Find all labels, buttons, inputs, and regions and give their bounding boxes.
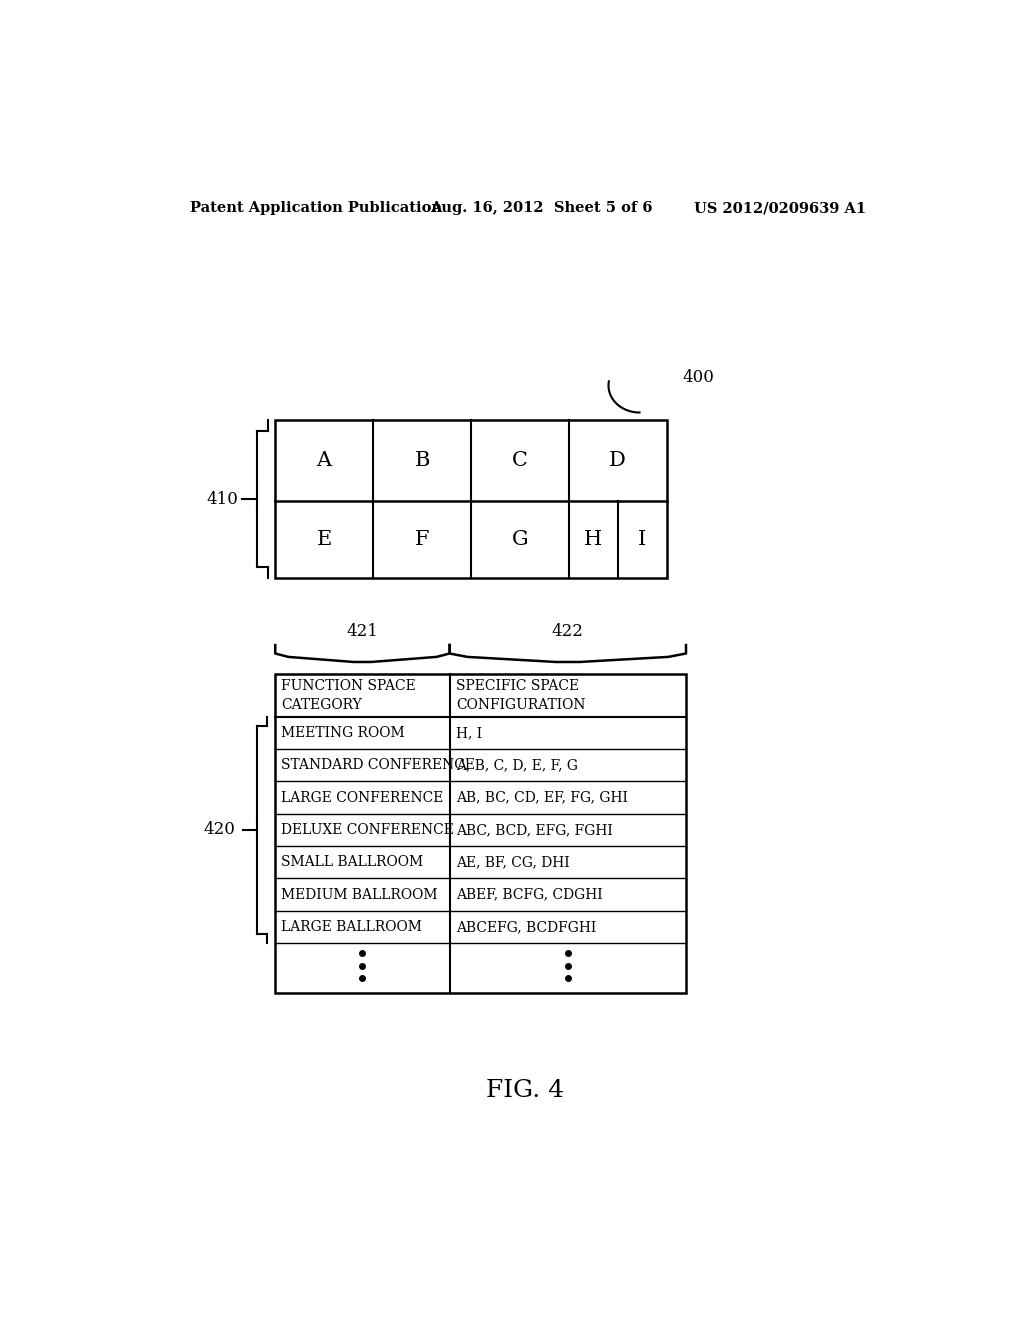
Text: 400: 400 bbox=[682, 370, 714, 387]
Text: E: E bbox=[316, 531, 332, 549]
Text: ABC, BCD, EFG, FGHI: ABC, BCD, EFG, FGHI bbox=[456, 822, 612, 837]
Text: LARGE CONFERENCE: LARGE CONFERENCE bbox=[282, 791, 443, 804]
Text: MEDIUM BALLROOM: MEDIUM BALLROOM bbox=[282, 887, 438, 902]
Text: D: D bbox=[609, 451, 626, 470]
Text: SPECIFIC SPACE
CONFIGURATION: SPECIFIC SPACE CONFIGURATION bbox=[456, 680, 586, 711]
Text: ABEF, BCFG, CDGHI: ABEF, BCFG, CDGHI bbox=[456, 887, 602, 902]
Text: I: I bbox=[638, 531, 646, 549]
Text: LARGE BALLROOM: LARGE BALLROOM bbox=[282, 920, 422, 933]
Text: FIG. 4: FIG. 4 bbox=[485, 1078, 564, 1102]
Text: F: F bbox=[415, 531, 429, 549]
Text: MEETING ROOM: MEETING ROOM bbox=[282, 726, 406, 739]
Text: AE, BF, CG, DHI: AE, BF, CG, DHI bbox=[456, 855, 569, 869]
Text: Aug. 16, 2012  Sheet 5 of 6: Aug. 16, 2012 Sheet 5 of 6 bbox=[430, 202, 652, 215]
Text: H, I: H, I bbox=[456, 726, 482, 739]
Text: B: B bbox=[415, 451, 430, 470]
Text: DELUXE CONFERENCE: DELUXE CONFERENCE bbox=[282, 822, 455, 837]
Text: 420: 420 bbox=[204, 821, 236, 838]
Text: 422: 422 bbox=[552, 623, 584, 640]
Text: A: A bbox=[316, 451, 332, 470]
Text: STANDARD CONFERENCE: STANDARD CONFERENCE bbox=[282, 758, 475, 772]
Bar bbox=[275, 420, 667, 578]
Bar bbox=[275, 675, 686, 993]
Text: ABCEFG, BCDFGHI: ABCEFG, BCDFGHI bbox=[456, 920, 596, 933]
Text: SMALL BALLROOM: SMALL BALLROOM bbox=[282, 855, 424, 869]
Text: AB, BC, CD, EF, FG, GHI: AB, BC, CD, EF, FG, GHI bbox=[456, 791, 628, 804]
Text: US 2012/0209639 A1: US 2012/0209639 A1 bbox=[693, 202, 866, 215]
Text: H: H bbox=[584, 531, 602, 549]
Text: C: C bbox=[512, 451, 527, 470]
Text: A, B, C, D, E, F, G: A, B, C, D, E, F, G bbox=[456, 758, 578, 772]
Text: FUNCTION SPACE
CATEGORY: FUNCTION SPACE CATEGORY bbox=[282, 680, 416, 711]
Text: G: G bbox=[512, 531, 528, 549]
Text: 410: 410 bbox=[206, 491, 238, 508]
Text: Patent Application Publication: Patent Application Publication bbox=[190, 202, 442, 215]
Text: 421: 421 bbox=[346, 623, 379, 640]
